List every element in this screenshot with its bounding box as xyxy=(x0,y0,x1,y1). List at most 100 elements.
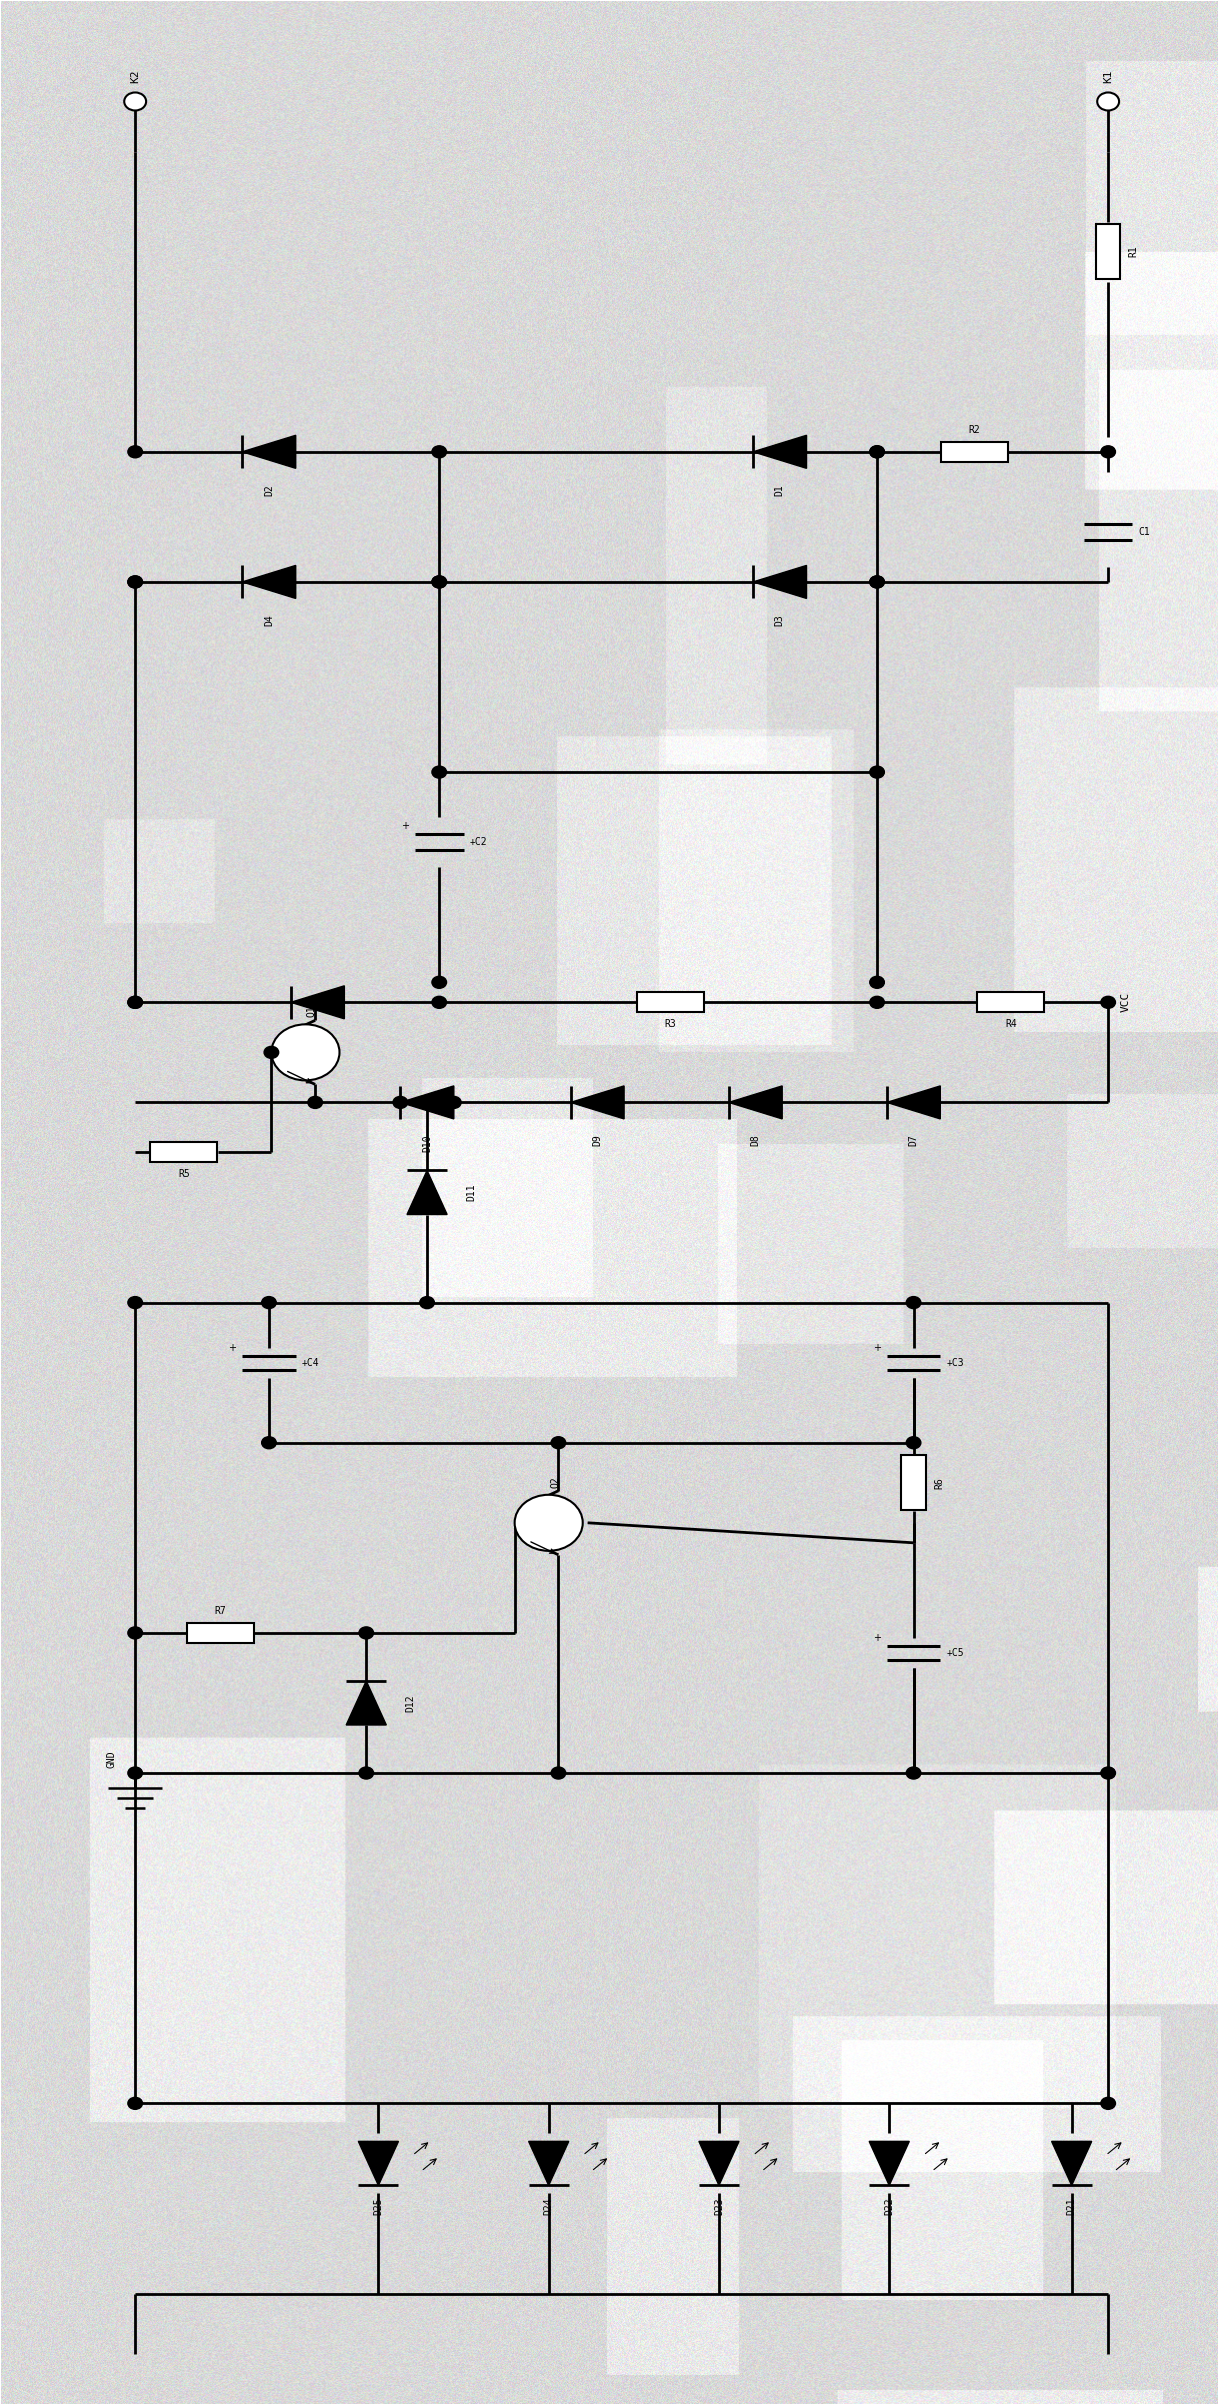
Circle shape xyxy=(265,1046,279,1058)
Text: +C5: +C5 xyxy=(946,1647,964,1657)
Text: D3: D3 xyxy=(775,613,785,625)
Text: +: + xyxy=(873,1633,880,1643)
Circle shape xyxy=(308,996,323,1008)
Circle shape xyxy=(1101,2097,1115,2109)
Text: D1: D1 xyxy=(775,483,785,495)
Circle shape xyxy=(128,2097,143,2109)
Text: D24: D24 xyxy=(544,2198,553,2215)
Polygon shape xyxy=(570,1087,624,1118)
Circle shape xyxy=(870,767,884,779)
Circle shape xyxy=(128,445,143,457)
Circle shape xyxy=(128,575,143,587)
Circle shape xyxy=(870,445,884,457)
Bar xyxy=(978,993,1045,1013)
Text: D21: D21 xyxy=(1067,2198,1076,2215)
Polygon shape xyxy=(407,1171,447,1215)
Text: R2: R2 xyxy=(968,426,980,435)
Bar xyxy=(941,443,1008,462)
Polygon shape xyxy=(243,565,296,599)
Circle shape xyxy=(393,1097,407,1109)
Circle shape xyxy=(1097,91,1119,111)
Polygon shape xyxy=(358,2140,399,2186)
Circle shape xyxy=(358,1768,373,1780)
Circle shape xyxy=(870,996,884,1008)
Circle shape xyxy=(1101,1768,1115,1780)
Polygon shape xyxy=(886,1087,940,1118)
Text: D8: D8 xyxy=(751,1135,761,1147)
Circle shape xyxy=(308,1097,323,1109)
Text: Q1: Q1 xyxy=(306,1005,317,1017)
Text: +C2: +C2 xyxy=(469,837,488,847)
Text: D23: D23 xyxy=(714,2198,724,2215)
Text: D22: D22 xyxy=(884,2198,895,2215)
Circle shape xyxy=(514,1496,583,1551)
Circle shape xyxy=(124,91,146,111)
Polygon shape xyxy=(243,435,296,469)
Polygon shape xyxy=(753,435,807,469)
Circle shape xyxy=(870,575,884,587)
Circle shape xyxy=(128,1768,143,1780)
Circle shape xyxy=(128,996,143,1008)
Text: D25: D25 xyxy=(373,2198,384,2215)
Circle shape xyxy=(906,1436,920,1448)
Circle shape xyxy=(1101,445,1115,457)
Circle shape xyxy=(1101,996,1115,1008)
Polygon shape xyxy=(346,1681,386,1724)
Circle shape xyxy=(262,1436,277,1448)
Circle shape xyxy=(419,1296,434,1308)
Bar xyxy=(150,1142,217,1162)
Circle shape xyxy=(446,1097,461,1109)
Text: +: + xyxy=(873,1342,880,1352)
Text: +C4: +C4 xyxy=(302,1359,319,1368)
Polygon shape xyxy=(698,2140,739,2186)
Polygon shape xyxy=(729,1087,783,1118)
Circle shape xyxy=(906,1296,920,1308)
Text: R7: R7 xyxy=(215,1607,227,1616)
Circle shape xyxy=(432,976,446,988)
Text: R1: R1 xyxy=(1129,245,1139,257)
Text: R4: R4 xyxy=(1004,1020,1017,1029)
Circle shape xyxy=(906,1768,920,1780)
Text: R6: R6 xyxy=(934,1477,945,1489)
Circle shape xyxy=(128,1296,143,1308)
Bar xyxy=(187,1623,254,1643)
Text: K1: K1 xyxy=(1103,70,1113,84)
Text: D12: D12 xyxy=(405,1693,416,1712)
Text: +: + xyxy=(401,820,408,832)
Circle shape xyxy=(551,1436,566,1448)
Polygon shape xyxy=(869,2140,909,2186)
Text: R5: R5 xyxy=(178,1169,190,1178)
Circle shape xyxy=(551,1768,566,1780)
Text: D9: D9 xyxy=(592,1135,602,1147)
Circle shape xyxy=(870,976,884,988)
Circle shape xyxy=(432,445,446,457)
Text: R3: R3 xyxy=(664,1020,677,1029)
Circle shape xyxy=(128,575,143,587)
Text: +: + xyxy=(228,1342,236,1352)
Polygon shape xyxy=(529,2140,569,2186)
Polygon shape xyxy=(291,986,344,1020)
Circle shape xyxy=(432,575,446,587)
Circle shape xyxy=(432,575,446,587)
Bar xyxy=(901,1455,925,1510)
Circle shape xyxy=(870,445,884,457)
Text: D2: D2 xyxy=(265,483,274,495)
Text: Q2: Q2 xyxy=(550,1477,560,1489)
Polygon shape xyxy=(1052,2140,1092,2186)
Text: D10: D10 xyxy=(422,1135,432,1152)
Polygon shape xyxy=(400,1087,453,1118)
Bar xyxy=(1096,224,1120,279)
Text: C1: C1 xyxy=(1139,527,1151,536)
Circle shape xyxy=(272,1025,340,1080)
Circle shape xyxy=(262,1296,277,1308)
Text: GND: GND xyxy=(107,1751,117,1768)
Text: D7: D7 xyxy=(908,1135,919,1147)
Circle shape xyxy=(128,1626,143,1638)
Circle shape xyxy=(432,767,446,779)
Text: VCC: VCC xyxy=(1120,993,1130,1013)
Circle shape xyxy=(358,1626,373,1638)
Text: D11: D11 xyxy=(466,1183,475,1202)
Circle shape xyxy=(128,996,143,1008)
Bar xyxy=(636,993,703,1013)
Text: K2: K2 xyxy=(130,70,140,84)
